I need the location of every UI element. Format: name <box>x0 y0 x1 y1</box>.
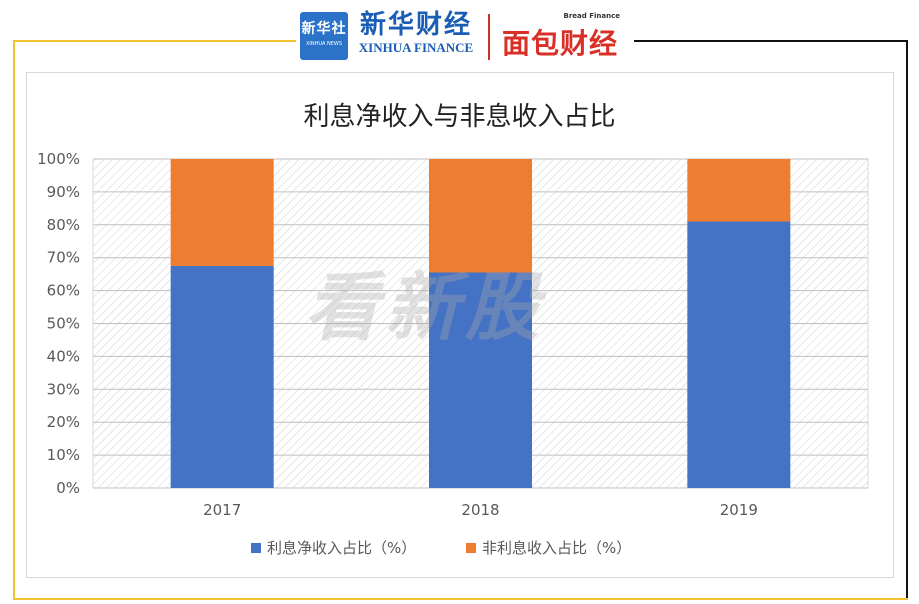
bar-non-interest-2018 <box>429 159 532 273</box>
bar-non-interest-2017 <box>170 159 274 266</box>
bread-logo-en: Bread Finance <box>563 12 620 20</box>
legend-label-non-interest: 非利息收入占比（%） <box>482 539 632 557</box>
bars <box>170 159 791 488</box>
legend-item-interest: 利息净收入占比（%） <box>251 537 416 558</box>
y-tick-label: 50% <box>47 315 80 333</box>
legend-swatch-interest <box>251 542 261 553</box>
y-tick-label: 30% <box>47 380 80 398</box>
y-tick-label: 40% <box>47 347 80 365</box>
logo-separator <box>488 14 490 60</box>
y-tick-label: 70% <box>47 249 80 267</box>
frame-right-line <box>906 40 908 600</box>
x-tick-label: 2017 <box>203 501 241 519</box>
bar-non-interest-2019 <box>687 159 791 222</box>
y-tick-label: 90% <box>47 183 80 201</box>
finance-logo-cn: 新华财经 <box>359 10 472 40</box>
frame-top-left-line <box>13 40 296 42</box>
legend-label-interest: 利息净收入占比（%） <box>267 539 417 557</box>
y-tick-label: 100% <box>37 150 80 168</box>
y-tick-label: 60% <box>47 282 80 300</box>
y-tick-label: 0% <box>56 479 80 497</box>
legend-item-non-interest: 非利息收入占比（%） <box>466 537 631 558</box>
bar-interest-2017 <box>170 265 274 488</box>
y-tick-label: 20% <box>47 413 80 431</box>
finance-logo-en: XINHUA FINANCE <box>358 40 474 55</box>
x-tick-label: 2019 <box>720 501 758 519</box>
frame-left-line <box>13 40 15 600</box>
x-tick-labels: 2017 2018 2019 <box>203 501 758 519</box>
bread-finance-logo: Bread Finance 面包财经 <box>502 12 624 60</box>
xinhua-logo-en: XINHUA NEWS <box>305 41 343 47</box>
y-tick-label: 80% <box>47 216 80 234</box>
chart-title: 利息净收入与非息收入占比 <box>303 102 616 132</box>
xinhua-finance-logo: 新华财经 XINHUA FINANCE <box>356 10 476 64</box>
legend-swatch-non-interest <box>466 542 476 553</box>
frame-top-right-line <box>634 40 908 42</box>
frame-bottom-line <box>13 598 908 600</box>
watermark: 看新股 <box>305 265 545 351</box>
bar-interest-2018 <box>429 272 532 488</box>
xinhua-logo-cn: 新华社 <box>301 21 347 37</box>
x-tick-label: 2018 <box>461 501 499 519</box>
bar-interest-2019 <box>687 221 791 488</box>
y-tick-label: 10% <box>47 446 80 464</box>
y-tick-labels: 0% 10% 20% 30% 40% 50% 60% 70% 80% 90% 100% <box>37 150 80 497</box>
bread-logo-cn: 面包财经 <box>502 27 619 60</box>
xinhua-news-logo: 新华社 XINHUA NEWS <box>300 12 348 60</box>
